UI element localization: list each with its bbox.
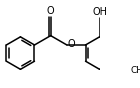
- Text: O: O: [47, 6, 54, 16]
- Text: O: O: [68, 39, 75, 49]
- Text: CH₃: CH₃: [131, 66, 140, 75]
- Text: OH: OH: [92, 7, 107, 17]
